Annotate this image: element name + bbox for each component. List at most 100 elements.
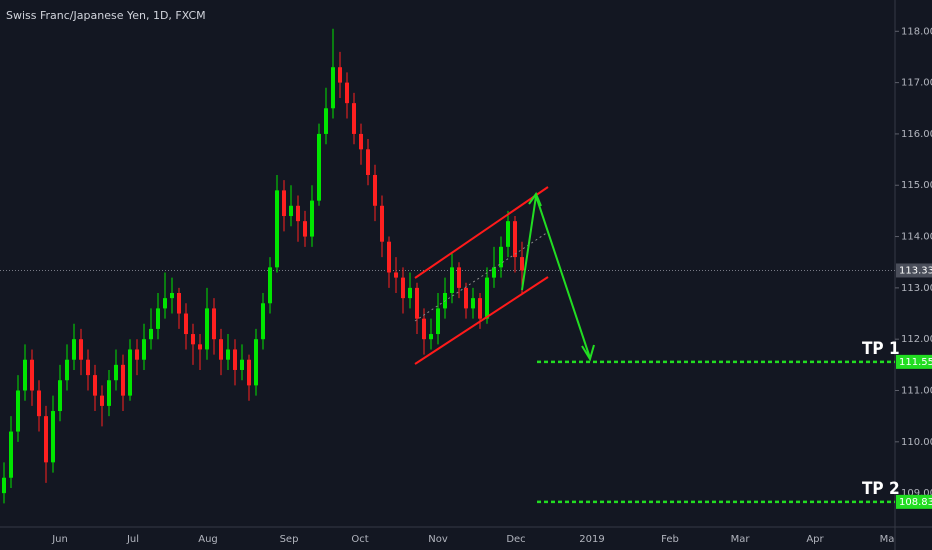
x-tick-label: Feb (661, 534, 679, 545)
candle-body (289, 205, 293, 217)
candle-body (240, 359, 244, 370)
candle-body (247, 359, 251, 386)
y-tick-label: 109.000 (901, 488, 932, 499)
candle-body (464, 287, 468, 309)
candle-body (128, 349, 132, 396)
candle-body (163, 298, 167, 309)
target-label: 108.830 (899, 497, 932, 508)
candle-body (436, 308, 440, 335)
candle-body (58, 380, 62, 412)
candle-body (506, 221, 510, 247)
candle-body (226, 349, 230, 360)
x-tick-label: Mar (731, 534, 751, 545)
candle-body (30, 359, 34, 391)
candle-body (114, 364, 118, 381)
target-tag (896, 354, 932, 369)
y-tick-label: 113.000 (901, 283, 932, 294)
candle-body (261, 303, 265, 340)
y-tick-label: 110.000 (901, 437, 932, 448)
candle-body (429, 334, 433, 340)
candle-body (345, 82, 349, 104)
candle-body (296, 205, 300, 222)
candle-body (457, 267, 461, 288)
candle-body (310, 200, 314, 237)
candle-body (317, 133, 321, 201)
candle-body (282, 190, 286, 217)
candle-body (170, 293, 174, 299)
x-tick-label: Oct (351, 534, 368, 545)
candle-body (212, 308, 216, 340)
last-price-tag (896, 263, 932, 278)
last-price-label: 113.339 (899, 265, 932, 276)
x-tick-label: 2019 (579, 534, 604, 545)
x-tick-label: Aug (198, 534, 218, 545)
target-name: TP 2 (862, 479, 900, 499)
y-tick-label: 117.000 (901, 78, 932, 89)
candle-body (23, 359, 27, 391)
chart-title: Swiss Franc/Japanese Yen, 1D, FXCM (6, 9, 206, 22)
channel-upper (414, 186, 549, 279)
candle-body (2, 477, 6, 494)
candle-body (37, 390, 41, 417)
candle-body (135, 349, 139, 360)
candle-body (86, 359, 90, 376)
candle-body (324, 108, 328, 134)
candle-body (16, 390, 20, 432)
x-tick-label: Jun (51, 534, 68, 545)
arrow-head (528, 191, 542, 207)
y-tick-label: 116.000 (901, 129, 932, 140)
candle-body (499, 246, 503, 268)
y-tick-label: 114.000 (901, 232, 932, 243)
candle-body (268, 267, 272, 304)
candle-body (415, 287, 419, 319)
candle-body (303, 221, 307, 237)
candle-body (156, 308, 160, 329)
candle-body (51, 411, 55, 463)
x-tick-label: Sep (280, 534, 299, 545)
candle-body (338, 67, 342, 83)
candle-body (93, 375, 97, 396)
candle-body (107, 380, 111, 406)
candle-body (233, 349, 237, 370)
candle-body (219, 339, 223, 360)
candle-body (492, 267, 496, 278)
y-tick-label: 111.000 (901, 386, 932, 397)
candle-body (478, 298, 482, 319)
candle-body (100, 395, 104, 406)
candle-body (331, 67, 335, 109)
candle-body (471, 298, 475, 309)
candle-body (380, 205, 384, 242)
candle-body (408, 287, 412, 299)
candle-body (520, 257, 524, 271)
candle-body (359, 133, 363, 150)
y-tick-label: 112.000 (901, 334, 932, 345)
candle-body (205, 308, 209, 350)
candle-body (142, 339, 146, 360)
candle-body (72, 339, 76, 360)
target-label: 111.558 (899, 357, 932, 368)
candle-body (366, 149, 370, 175)
candle-body (121, 364, 125, 396)
candle-body (65, 359, 69, 381)
candle-body (191, 334, 195, 345)
candle-body (198, 344, 202, 350)
y-tick-label: 118.000 (901, 26, 932, 37)
candle-body (485, 277, 489, 319)
candle-body (275, 190, 279, 268)
candle-body (149, 328, 153, 340)
candle-body (450, 267, 454, 294)
candle-body (387, 241, 391, 273)
x-tick-label: Dec (506, 534, 525, 545)
candle-body (422, 318, 426, 340)
x-tick-label: Jul (126, 534, 139, 545)
channel-lower (414, 276, 549, 365)
candle-body (254, 339, 258, 386)
candle-body (513, 221, 517, 258)
x-tick-label: Ma (880, 534, 895, 545)
drawings (414, 186, 595, 365)
channel-mid (414, 231, 549, 322)
candle-body (352, 103, 356, 134)
